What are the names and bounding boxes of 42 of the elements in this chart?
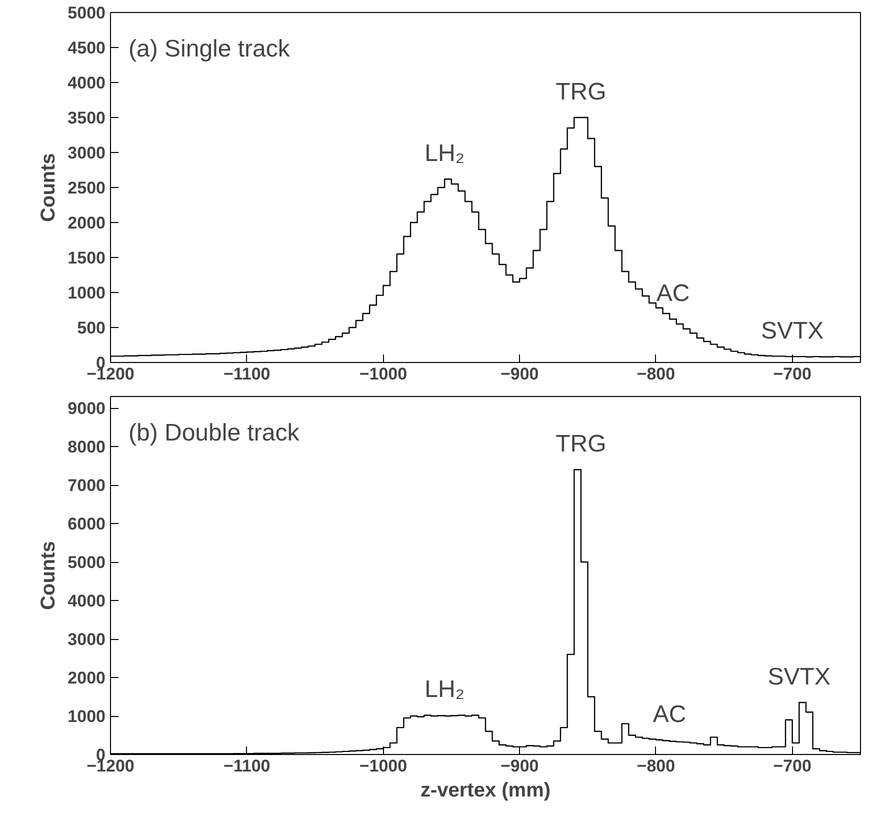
x-axis-title: z-vertex (mm) — [420, 780, 551, 802]
y-axis-title: Counts — [38, 153, 60, 222]
text: (b) Double track — [128, 420, 300, 446]
x-tick-label: −900 — [500, 756, 539, 776]
annotation: AC — [656, 280, 690, 308]
y-tick-label: 5000 — [68, 553, 106, 572]
y-tick-label: 500 — [77, 318, 106, 338]
y-tick-label: 1000 — [68, 284, 106, 302]
y-tick-label: 6000 — [68, 514, 106, 534]
x-tick-label: −800 — [636, 364, 676, 384]
x-tick-label: −1000 — [359, 756, 408, 776]
y-tick-label: 4500 — [68, 38, 106, 58]
y-tick-label: 9000 — [68, 399, 106, 418]
y-tick-label: 1500 — [68, 248, 106, 268]
y-tick-label: 3000 — [68, 144, 106, 162]
x-tick-label: −900 — [500, 364, 539, 384]
x-tick-label: −1100 — [223, 364, 270, 384]
annotation: LH₂ — [424, 140, 465, 168]
x-tick-label: −1100 — [223, 756, 270, 776]
y-tick-label: 2000 — [68, 214, 106, 232]
y-tick-label: 4000 — [68, 592, 106, 611]
y-axis-title: Counts — [38, 541, 60, 610]
y-tick-label: 2500 — [68, 178, 106, 198]
annotation: LH₂ — [424, 676, 465, 704]
y-tick-label: 8000 — [68, 438, 106, 457]
annotation: SVTX — [768, 664, 830, 691]
annotation: TRG — [556, 430, 606, 458]
y-tick-label: 5000 — [68, 4, 106, 22]
x-tick-label: −700 — [773, 364, 812, 384]
y-tick-label: 3500 — [68, 108, 106, 128]
y-tick-label: 2000 — [68, 668, 106, 688]
y-tick-label: 4000 — [68, 74, 106, 92]
annotation: AC — [652, 700, 686, 728]
annotation: TRG — [556, 78, 606, 106]
y-tick-label: 3000 — [68, 630, 106, 650]
x-tick-label: −1000 — [359, 364, 408, 384]
annotation: SVTX — [760, 318, 824, 345]
x-tick-label: −800 — [636, 756, 676, 776]
text: (a) Single track — [128, 36, 291, 62]
y-tick-label: 7000 — [68, 476, 106, 496]
y-tick-label: 1000 — [68, 707, 106, 726]
x-tick-label: −700 — [773, 756, 812, 776]
